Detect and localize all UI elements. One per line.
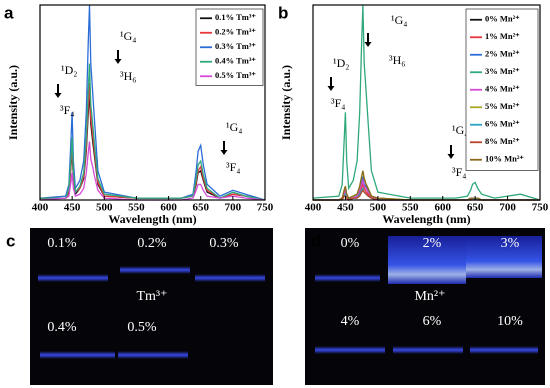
spectrum-line <box>39 141 266 201</box>
x-tick-label: 600 <box>434 202 451 214</box>
sample-label: 0.5% <box>127 320 157 335</box>
spectrum-line <box>313 178 540 201</box>
arrow-head <box>114 59 122 64</box>
legend-label: 0.4% Tm³⁺ <box>215 56 256 66</box>
annotation: ³H₆ <box>389 53 405 67</box>
legend-label: 0.1% Tm³⁺ <box>215 12 256 22</box>
legend-label: 0.5% Tm³⁺ <box>215 70 256 80</box>
vial-glow <box>315 274 380 282</box>
x-tick-label: 450 <box>337 202 354 214</box>
legend-label: 3% Mn²⁺ <box>485 66 520 76</box>
legend-label: 0.2% Tm³⁺ <box>215 27 256 37</box>
annotation: ¹G₄ <box>391 13 407 27</box>
panel-letter: d <box>311 231 321 250</box>
legend-label: 1% Mn²⁺ <box>485 31 520 41</box>
y-axis-title: Intensity (a.u.) <box>6 65 20 140</box>
panel-letter: a <box>4 3 14 22</box>
spectrum-line <box>312 4 541 201</box>
arrow-head <box>220 150 228 155</box>
annotation: ³H₆ <box>120 69 136 83</box>
spectrum-line <box>313 170 540 201</box>
legend-label: 4% Mn²⁺ <box>485 84 520 94</box>
vial-glow <box>470 346 538 354</box>
arrow-head <box>327 86 335 91</box>
arrow-head <box>447 154 455 159</box>
photo-caption: Tm³⁺ <box>136 289 167 304</box>
annotation: ¹G₄ <box>120 29 136 43</box>
x-tick-label: 750 <box>257 202 274 214</box>
panel-letter: b <box>278 3 288 22</box>
legend-label: 8% Mn²⁺ <box>485 136 520 146</box>
sample-label: 10% <box>497 314 523 329</box>
x-tick-label: 450 <box>64 202 81 214</box>
vial-glow <box>393 346 463 354</box>
plot-frame <box>312 4 541 201</box>
vial-glow <box>38 274 108 282</box>
sample-label: 6% <box>423 314 442 329</box>
vial-glow <box>195 274 265 282</box>
x-tick-label: 700 <box>499 202 516 214</box>
x-tick-label: 700 <box>225 202 242 214</box>
sample-label: 0.4% <box>47 320 77 335</box>
vial-glow <box>40 351 115 359</box>
y-axis-title: Intensity (a.u.) <box>279 65 293 140</box>
legend-label: 2% Mn²⁺ <box>485 49 520 59</box>
sample-label: 4% <box>341 314 360 329</box>
plot-frame <box>39 4 266 201</box>
x-axis-title: Wavelength (nm) <box>382 212 470 226</box>
sample-label: 0.2% <box>137 236 167 251</box>
bright-vial <box>466 236 542 278</box>
arrow-head <box>54 93 62 98</box>
x-tick-label: 500 <box>370 202 387 214</box>
photo-caption: Mn²⁺ <box>414 289 445 304</box>
legend-label: 0.3% Tm³⁺ <box>215 41 256 51</box>
legend-label: 10% Mn²⁺ <box>485 154 524 164</box>
legend-label: 6% Mn²⁺ <box>485 119 520 129</box>
annotation: ³F₄ <box>60 103 74 117</box>
bright-vial <box>388 236 466 284</box>
annotation: ³F₄ <box>452 165 466 179</box>
x-tick-label: 500 <box>96 202 113 214</box>
x-tick-label: 550 <box>128 202 145 214</box>
sample-label: 0.1% <box>47 236 77 251</box>
x-axis-title: Wavelength (nm) <box>108 212 196 226</box>
x-tick-label: 750 <box>532 202 549 214</box>
annotation: ³F₄ <box>226 160 240 174</box>
annotation: ¹D₂ <box>61 63 77 77</box>
panel-letter: c <box>6 231 15 250</box>
x-tick-label: 600 <box>160 202 177 214</box>
sample-label: 0.3% <box>209 236 239 251</box>
sample-label: 0% <box>341 236 360 251</box>
x-tick-label: 400 <box>32 202 49 214</box>
annotation: ¹D₂ <box>333 56 349 70</box>
sample-label: 2% <box>423 236 442 251</box>
annotation: ¹G₄ <box>226 120 242 134</box>
legend-label: 5% Mn²⁺ <box>485 101 520 111</box>
spectrum-line <box>40 63 266 201</box>
x-tick-label: 650 <box>192 202 209 214</box>
vial-glow <box>315 346 385 354</box>
vial-glow <box>120 266 190 274</box>
photo-background <box>30 228 273 385</box>
annotation: ¹G₄ <box>452 123 468 137</box>
annotation: ³F₄ <box>331 96 345 110</box>
legend-label: 0% Mn²⁺ <box>485 14 520 24</box>
x-tick-label: 400 <box>305 202 322 214</box>
x-tick-label: 550 <box>402 202 419 214</box>
x-tick-label: 650 <box>467 202 484 214</box>
arrow-head <box>364 42 372 47</box>
vial-glow <box>118 351 188 359</box>
sample-label: 3% <box>501 236 520 251</box>
